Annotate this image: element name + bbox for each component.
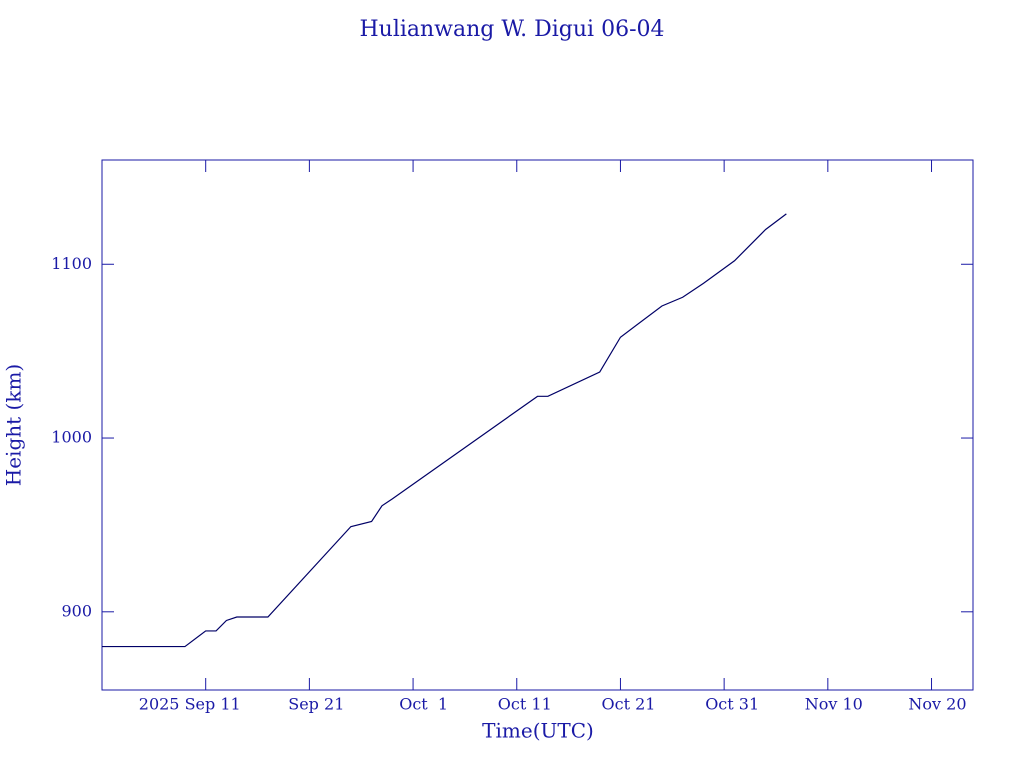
plot-frame [101, 159, 974, 691]
y-axis-label: Height (km) [2, 364, 26, 486]
x-axis-label: Time(UTC) [482, 719, 594, 743]
y-tick-label: 1000 [51, 428, 92, 447]
x-tick-label: Oct 11 [498, 695, 552, 714]
x-tick-label: 2025 Sep 11 [139, 695, 241, 714]
y-tick-label: 900 [61, 601, 92, 620]
chart-title: Hulianwang W. Digui 06-04 [359, 17, 664, 42]
data-line [102, 213, 787, 648]
x-tick-label: Oct 31 [705, 695, 759, 714]
x-tick-label: Oct 1 [399, 695, 448, 714]
x-tick-label: Oct 21 [601, 695, 655, 714]
x-tick-label: Sep 21 [288, 695, 344, 714]
x-tick-label: Nov 10 [805, 695, 863, 714]
y-tick-label: 1100 [51, 254, 92, 273]
x-tick-label: Nov 20 [908, 695, 966, 714]
